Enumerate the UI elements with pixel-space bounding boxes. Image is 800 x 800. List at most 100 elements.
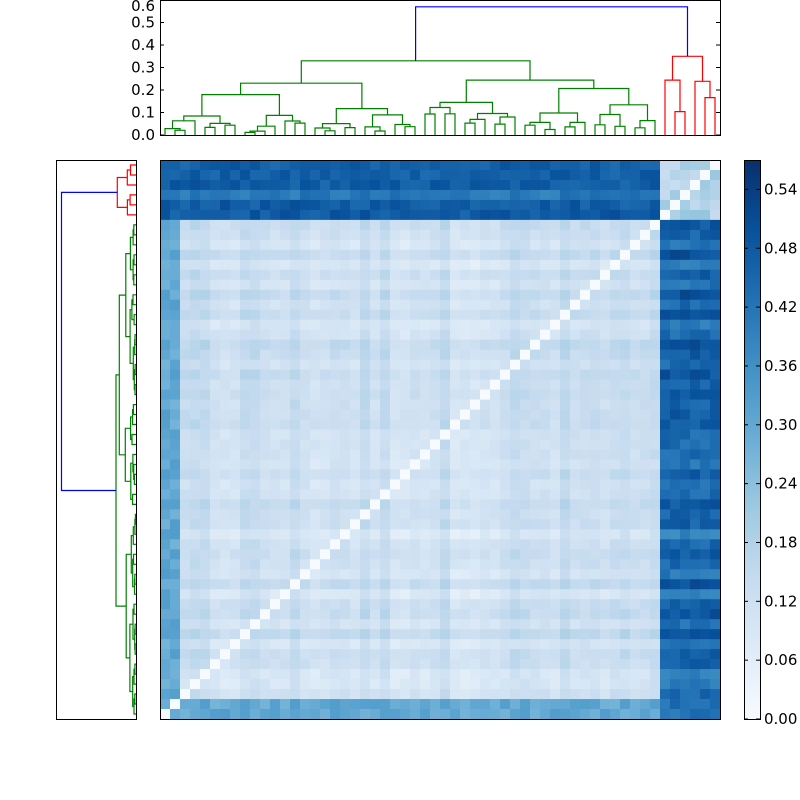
heatmap-cell: [400, 459, 411, 470]
heatmap-cell: [280, 379, 291, 390]
heatmap-cell: [320, 389, 331, 400]
heatmap-cell: [570, 659, 581, 670]
heatmap-cell: [410, 429, 421, 440]
heatmap-cell: [550, 189, 561, 201]
heatmap-cell: [190, 689, 201, 700]
heatmap-cell: [700, 679, 711, 690]
heatmap-cell: [550, 399, 561, 410]
heatmap-cell: [240, 509, 251, 520]
heatmap-cell: [250, 579, 261, 590]
heatmap-cell: [590, 649, 601, 660]
heatmap-cell: [660, 359, 671, 371]
heatmap-cell: [520, 239, 531, 251]
heatmap-cell: [240, 329, 251, 341]
heatmap-cell: [430, 269, 441, 281]
heatmap-cell: [450, 409, 461, 420]
heatmap-cell: [600, 169, 611, 181]
heatmap-cell: [390, 219, 401, 231]
heatmap-cell: [500, 469, 511, 480]
heatmap-cell: [510, 709, 521, 720]
heatmap-cell: [360, 709, 371, 720]
heatmap-cell: [490, 209, 501, 221]
heatmap-cell: [370, 539, 381, 550]
heatmap-cell: [250, 689, 261, 700]
heatmap-cell: [530, 549, 541, 560]
heatmap-cell: [480, 469, 491, 480]
heatmap-cell: [670, 239, 681, 251]
heatmap-cell: [670, 629, 681, 640]
heatmap-cell: [400, 649, 411, 660]
heatmap-cell: [400, 299, 411, 311]
heatmap-cell: [310, 160, 321, 171]
dendrogram-link: [374, 130, 386, 135]
heatmap-cell: [360, 619, 371, 630]
heatmap-cell: [650, 299, 661, 311]
heatmap-cell: [470, 189, 481, 201]
heatmap-cell: [520, 629, 531, 640]
heatmap-cell: [640, 709, 651, 720]
heatmap-cell: [560, 160, 571, 171]
heatmap-cell: [670, 679, 681, 690]
heatmap-cell: [470, 359, 481, 371]
heatmap-cell: [580, 559, 591, 570]
heatmap-cell: [590, 539, 601, 550]
heatmap-cell: [690, 639, 701, 650]
dendrogram-link: [125, 553, 132, 659]
heatmap-cell: [440, 189, 451, 201]
heatmap-cell: [430, 169, 441, 181]
heatmap-cell: [200, 269, 211, 281]
heatmap-cell: [370, 629, 381, 640]
dendrogram-link: [134, 384, 136, 396]
heatmap-cell: [250, 599, 261, 610]
heatmap-cell: [220, 599, 231, 610]
heatmap-cell: [650, 249, 661, 261]
heatmap-cell: [250, 169, 261, 181]
heatmap-cell: [690, 489, 701, 500]
heatmap-cell: [560, 689, 571, 700]
heatmap-cell: [610, 559, 621, 570]
heatmap-cell: [180, 629, 191, 640]
heatmap-cell: [620, 279, 631, 291]
heatmap-cell: [670, 319, 681, 331]
heatmap-cell: [650, 449, 661, 460]
heatmap-cell: [390, 489, 401, 500]
heatmap-cell: [510, 319, 521, 331]
heatmap-cell: [510, 429, 521, 440]
heatmap-cell: [390, 379, 401, 390]
heatmap-cell: [220, 309, 231, 321]
heatmap-cell: [580, 439, 591, 450]
heatmap-cell: [650, 489, 661, 500]
heatmap-cell: [340, 709, 351, 720]
heatmap-cell: [710, 449, 721, 460]
heatmap-cell: [390, 509, 401, 520]
heatmap-cell: [330, 169, 341, 181]
heatmap-cell: [690, 529, 701, 540]
heatmap-cell: [510, 519, 521, 530]
heatmap-cell: [270, 609, 281, 620]
heatmap-cell: [510, 409, 521, 420]
heatmap-cell: [240, 479, 251, 490]
heatmap-cell: [620, 499, 631, 510]
heatmap-cell: [600, 199, 611, 211]
heatmap-cell: [620, 549, 631, 560]
heatmap-cell: [550, 309, 561, 321]
dendrogram-link: [664, 79, 681, 135]
heatmap-cell: [420, 489, 431, 500]
heatmap-cell: [550, 269, 561, 281]
heatmap-cell: [300, 169, 311, 181]
dendrogram-link: [133, 224, 136, 236]
heatmap-cell: [530, 469, 541, 480]
heatmap-cell: [370, 259, 381, 271]
heatmap-cell: [610, 489, 621, 500]
heatmap-cell: [520, 459, 531, 470]
heatmap-cell: [620, 349, 631, 361]
dendrogram-link: [129, 194, 136, 206]
heatmap-cell: [330, 299, 341, 311]
heatmap-cell: [680, 479, 691, 490]
heatmap-cell: [500, 349, 511, 361]
heatmap-cell: [420, 279, 431, 291]
heatmap-cell: [390, 339, 401, 351]
heatmap-cell: [500, 669, 511, 680]
dendrogram-link: [599, 113, 621, 127]
heatmap-cell: [290, 160, 301, 171]
